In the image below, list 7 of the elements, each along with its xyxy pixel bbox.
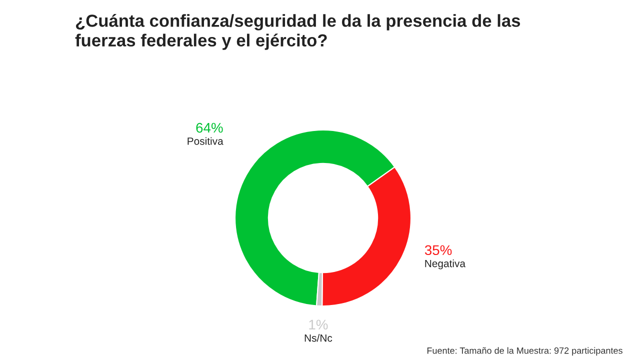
source-note: Fuente: Tamaño de la Muestra: 972 participantes xyxy=(427,347,622,356)
slice-label: Ns/Nc xyxy=(304,334,332,342)
slice-label: Negativa xyxy=(425,260,466,270)
chart-title: ¿Cuánta confianza/seguridad le da la presencia de las fuerzas federales y el ejército? xyxy=(75,14,520,50)
data-label: 35% xyxy=(424,245,452,256)
data-label: 64% xyxy=(196,122,223,133)
slice-label: Positiva xyxy=(188,137,224,145)
